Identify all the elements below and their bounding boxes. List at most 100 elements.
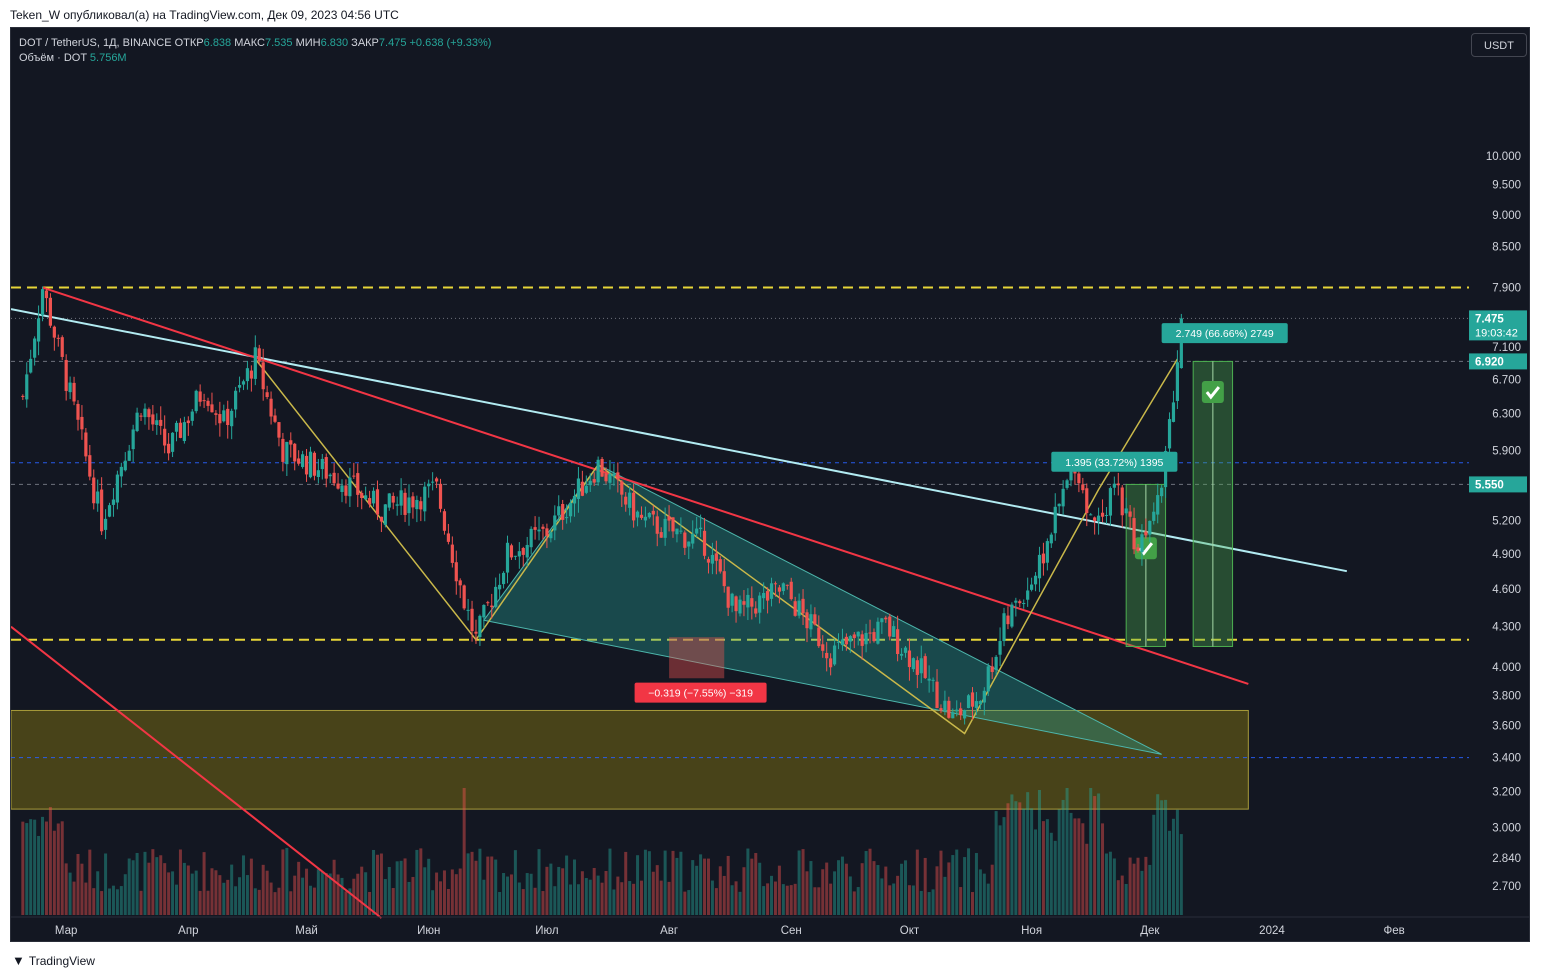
volume-bar xyxy=(494,859,498,915)
volume-bar xyxy=(431,890,435,915)
candle-body xyxy=(100,489,104,532)
volume-bar xyxy=(521,889,525,915)
volume-bar xyxy=(415,849,419,915)
volume-bar xyxy=(549,863,553,915)
candle-body xyxy=(1171,402,1176,422)
volume-bar xyxy=(584,878,588,915)
candle-body xyxy=(888,616,892,637)
volume-bar xyxy=(683,891,687,915)
volume-bar xyxy=(553,886,557,915)
volume-bar xyxy=(486,856,490,915)
volume-bar xyxy=(482,879,486,915)
volume-bar xyxy=(391,888,395,915)
volume-bar xyxy=(710,880,714,915)
volume-bar xyxy=(821,869,825,915)
candle-body xyxy=(679,530,683,532)
candle-body xyxy=(742,601,746,605)
y-tick-label: 7.900 xyxy=(1492,283,1521,295)
volume-bar xyxy=(1175,809,1179,915)
candle-body xyxy=(758,595,762,613)
currency-button[interactable]: USDT xyxy=(1471,33,1527,57)
volume-bar xyxy=(565,855,569,915)
volume-bar xyxy=(450,869,454,915)
volume-bar xyxy=(241,855,245,915)
candle-body xyxy=(174,422,179,432)
volume-bar xyxy=(21,821,25,915)
volume-bar xyxy=(896,875,900,915)
candle-body xyxy=(446,533,450,542)
y-tick-label: 2.700 xyxy=(1492,881,1521,893)
candle-body xyxy=(111,499,116,505)
candle-body xyxy=(781,583,785,592)
volume-bar xyxy=(888,885,892,915)
candle-body xyxy=(710,554,715,564)
price-chart[interactable]: 1.395 (33.72%) 1395 2.749 (66.66%) 2749 −0… xyxy=(11,28,1530,942)
volume-bar xyxy=(167,872,171,915)
volume-bar xyxy=(998,825,1002,915)
tradingview-logo-icon: ▼ xyxy=(12,953,25,968)
volume-bar xyxy=(285,847,289,915)
candle-body xyxy=(624,496,628,505)
candle-body xyxy=(257,348,261,362)
candle-body xyxy=(671,517,675,532)
candle-body xyxy=(1077,473,1081,484)
volume-bar xyxy=(206,890,210,915)
candle-body xyxy=(442,511,447,531)
volume-bar xyxy=(498,892,502,915)
measure-label-box xyxy=(634,682,767,703)
volume-bar xyxy=(328,873,332,915)
candle-body xyxy=(726,586,730,608)
candle-body xyxy=(482,604,486,618)
volume-bar xyxy=(647,851,651,915)
candle-body xyxy=(706,559,711,563)
candle-body xyxy=(750,598,754,607)
candle-body xyxy=(273,415,277,422)
volume-bar xyxy=(466,853,470,915)
candle-body xyxy=(415,499,419,510)
y-tick-label: 9.000 xyxy=(1492,210,1521,222)
volume-bar xyxy=(789,885,793,915)
volume-bar xyxy=(119,886,123,915)
candle-body xyxy=(68,382,72,393)
candle-body xyxy=(773,583,778,585)
candle-body xyxy=(1148,520,1152,535)
candle-body xyxy=(486,602,490,604)
candle-body xyxy=(383,504,387,525)
candle-body xyxy=(765,591,770,601)
y-tick-label: 3.200 xyxy=(1492,786,1521,798)
publish-caption: Teken_W опубликовал(а) на TradingView.co… xyxy=(10,8,399,22)
volume-bar xyxy=(76,853,80,915)
volume-bar xyxy=(1156,794,1160,915)
volume-bar xyxy=(1041,821,1045,915)
volume-bar xyxy=(742,867,746,915)
volume-bar xyxy=(368,891,372,915)
volume-bar xyxy=(1037,789,1041,915)
candle-body xyxy=(899,653,904,656)
volume-bar xyxy=(435,872,439,915)
volume-bar xyxy=(230,864,234,915)
candle-body xyxy=(40,289,45,316)
volume-bar xyxy=(848,876,852,915)
candle-body xyxy=(222,410,226,422)
candle-body xyxy=(230,410,234,427)
volume-bar xyxy=(44,821,48,915)
volume-bar xyxy=(880,878,884,915)
volume-bar xyxy=(636,855,640,915)
y-tick-label: 10.000 xyxy=(1486,151,1521,163)
y-tick-label: 5.900 xyxy=(1492,445,1521,457)
measure-label: 1.395 (33.72%) 1395 xyxy=(1065,457,1163,469)
volume-bar xyxy=(340,877,344,915)
volume-bar xyxy=(978,869,982,915)
volume-bar xyxy=(655,865,659,915)
candle-body xyxy=(939,708,943,711)
volume-bar xyxy=(320,871,324,915)
candle-body xyxy=(966,695,971,708)
chart-panel[interactable]: 1.395 (33.72%) 1395 2.749 (66.66%) 2749 −0… xyxy=(10,27,1530,942)
candle-body xyxy=(777,587,782,592)
candle-body xyxy=(348,477,352,497)
candle-body xyxy=(955,709,959,712)
candle-body xyxy=(131,429,135,450)
x-tick-label: Апр xyxy=(178,925,198,937)
footer-brand[interactable]: ▼ TradingView xyxy=(12,953,95,968)
candle-body xyxy=(1057,503,1061,507)
